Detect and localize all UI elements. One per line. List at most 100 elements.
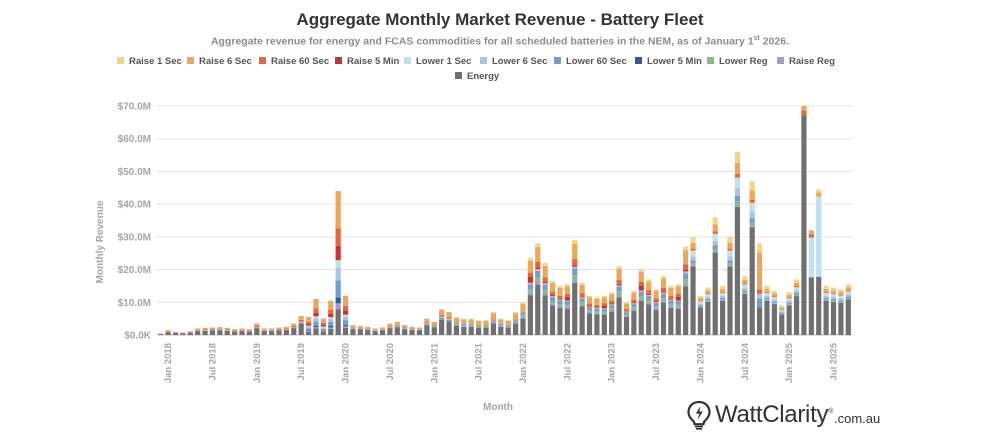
bar-segment-lower-6-sec bbox=[653, 302, 659, 303]
bar-segment-energy bbox=[816, 276, 822, 335]
bar-segment-raise-5-min bbox=[328, 313, 334, 318]
bar-segment-raise-60-sec bbox=[269, 329, 275, 331]
x-tick-label: Jan 2020 bbox=[341, 343, 352, 383]
bar-segment-raise-6-sec bbox=[232, 329, 238, 331]
bar-segment-lower-reg bbox=[527, 289, 533, 293]
subtitle-superscript: st bbox=[753, 35, 760, 42]
bar-segment-raise-5-min bbox=[683, 269, 689, 272]
bar-segment-raise-5-min bbox=[586, 305, 593, 307]
bar-segment-raise-1-sec bbox=[564, 284, 570, 287]
bar-segment-raise-60-sec bbox=[350, 327, 356, 328]
bar-segment-raise-reg bbox=[335, 303, 341, 310]
bar-segment-raise-1-sec bbox=[697, 295, 704, 299]
bar-segment-raise-6-sec bbox=[446, 312, 452, 318]
bar-segment-lower-reg bbox=[838, 301, 844, 303]
x-tick-label: Jan 2019 bbox=[252, 343, 263, 383]
bar-segment-raise-6-sec bbox=[808, 230, 814, 235]
legend-label: Lower 60 Sec bbox=[566, 56, 627, 67]
bar-segment-energy bbox=[579, 306, 585, 335]
bar-segment-raise-1-sec bbox=[483, 320, 489, 322]
bar-segment-raise-6-sec bbox=[572, 243, 578, 260]
bar-segment-raise-6-sec bbox=[594, 298, 600, 305]
bar-segment-raise-5-min bbox=[631, 302, 637, 304]
bar-segment-lower-6-sec bbox=[439, 316, 445, 318]
bar-segment-raise-6-sec bbox=[513, 313, 519, 320]
bar-segment-raise-6-sec bbox=[357, 325, 363, 328]
bar-segment-raise-reg bbox=[609, 309, 615, 312]
bar-segment-energy bbox=[439, 319, 445, 335]
bar-segment-lower-1-sec bbox=[697, 301, 704, 304]
bar-segment-raise-6-sec bbox=[749, 190, 755, 200]
bar-segment-lower-60-sec bbox=[298, 322, 304, 324]
bar-segment-raise-reg bbox=[453, 324, 460, 326]
bar-segment-raise-60-sec bbox=[734, 173, 740, 178]
bar-segment-lower-5-min bbox=[305, 330, 312, 332]
legend-label: Raise 1 Sec bbox=[129, 56, 182, 67]
bar-segment-lower-60-sec bbox=[601, 309, 607, 312]
bar-segment-energy bbox=[705, 301, 711, 335]
bar-segment-lower-6-sec bbox=[320, 327, 326, 329]
y-tick-label: $50.0M bbox=[118, 167, 151, 178]
bar-segment-raise-5-min bbox=[320, 324, 326, 327]
bar-segment-raise-6-sec bbox=[520, 303, 526, 313]
bar-segment-lower-reg bbox=[668, 304, 674, 307]
bar-segment-raise-60-sec bbox=[675, 293, 681, 297]
bar-segment-raise-6-sec bbox=[439, 309, 445, 316]
bar-segment-energy bbox=[549, 305, 556, 335]
bar-segment-raise-60-sec bbox=[305, 321, 312, 324]
bar-segment-lower-reg bbox=[498, 324, 504, 326]
bar-segment-raise-1-sec bbox=[505, 320, 511, 322]
bar-segment-energy bbox=[572, 282, 578, 335]
bar-segment-energy bbox=[468, 326, 474, 335]
bar-segment-lower-reg bbox=[505, 325, 511, 327]
bar-segment-raise-1-sec bbox=[594, 297, 600, 299]
bar-segment-raise-reg bbox=[712, 251, 718, 253]
bar-segment-raise-60-sec bbox=[771, 296, 777, 298]
bar-segment-lower-60-sec bbox=[823, 297, 829, 300]
legend-swatch-lower-5-min bbox=[635, 57, 642, 64]
bar-segment-lower-60-sec bbox=[705, 298, 711, 301]
bar-segment-lower-1-sec bbox=[786, 298, 792, 301]
legend-swatch-raise-5-min bbox=[335, 57, 342, 64]
bar-segment-lower-reg bbox=[542, 289, 548, 293]
bar-segment-raise-5-min bbox=[660, 291, 667, 293]
bar-segment-lower-reg bbox=[631, 307, 637, 309]
bar-segment-energy bbox=[379, 330, 386, 335]
bar-segment-energy bbox=[365, 330, 371, 335]
bar-segment-lower-6-sec bbox=[609, 304, 615, 306]
bar-segment-lower-60-sec bbox=[845, 296, 851, 298]
logo-wordmark: WattClarity® bbox=[715, 401, 834, 428]
bar-segment-energy bbox=[328, 328, 334, 335]
bar-segment-lower-reg bbox=[586, 310, 593, 312]
bar-segment-raise-5-min bbox=[527, 276, 533, 283]
bar-segment-raise-1-sec bbox=[572, 240, 578, 244]
x-tick-label: Jan 2021 bbox=[429, 342, 440, 383]
bar-segment-raise-reg bbox=[520, 316, 526, 319]
bar-segment-raise-1-sec bbox=[498, 318, 504, 320]
bar-segment-lower-60-sec bbox=[520, 312, 526, 315]
bar-segment-lower-6-sec bbox=[579, 297, 585, 299]
bar-segment-lower-6-sec bbox=[786, 300, 792, 303]
bar-segment-lower-1-sec bbox=[727, 250, 733, 257]
bar-segment-lower-reg bbox=[823, 299, 829, 301]
bar-segment-energy bbox=[291, 328, 297, 335]
bar-segment-raise-60-sec bbox=[616, 280, 622, 285]
bar-segment-raise-60-sec bbox=[712, 231, 718, 234]
bar-segment-lower-1-sec bbox=[705, 294, 711, 298]
bar-segment-raise-reg bbox=[505, 326, 511, 328]
bar-segment-raise-reg bbox=[468, 325, 474, 327]
bar-segment-lower-reg bbox=[520, 314, 526, 317]
legend-swatch-energy bbox=[455, 72, 462, 79]
bar-segment-raise-60-sec bbox=[224, 329, 230, 330]
legend-label: Lower 1 Sec bbox=[416, 56, 471, 67]
bar-segment-lower-60-sec bbox=[328, 321, 334, 327]
bar-segment-lower-1-sec bbox=[779, 309, 785, 312]
bar-segment-raise-60-sec bbox=[291, 325, 297, 327]
bar-segment-lower-reg bbox=[845, 297, 851, 299]
bar-segment-raise-60-sec bbox=[586, 303, 593, 306]
bar-segment-energy bbox=[764, 300, 770, 335]
bar-segment-raise-1-sec bbox=[793, 279, 800, 283]
bar-segment-raise-1-sec bbox=[461, 318, 467, 320]
legend-label: Lower 6 Sec bbox=[492, 56, 547, 67]
bar-segment-raise-60-sec bbox=[572, 259, 578, 265]
